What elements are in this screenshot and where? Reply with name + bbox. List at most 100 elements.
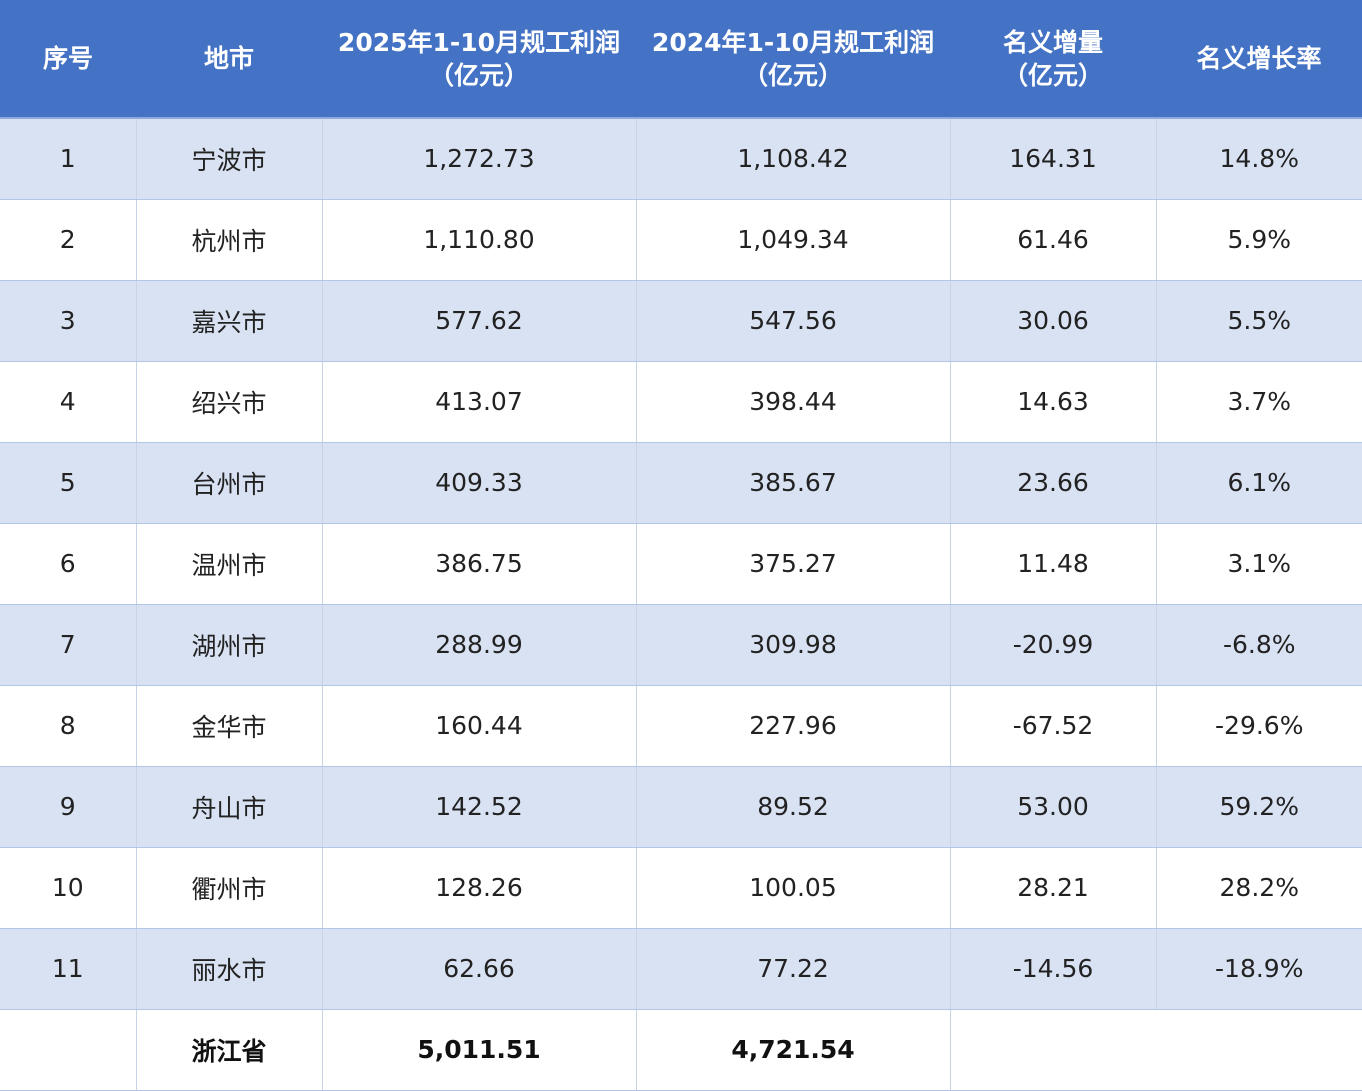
total-row: 浙江省 5,011.51 4,721.54 — [0, 1009, 1362, 1091]
table-row: 2 杭州市 1,110.80 1,049.34 61.46 5.9% — [0, 199, 1362, 281]
header-unit: （亿元） — [742, 60, 843, 90]
cell-city: 金华市 — [135, 685, 322, 767]
cell-profit-2025: 288.99 — [321, 604, 636, 686]
cell-profit-2024: 77.22 — [635, 928, 950, 1010]
cell-nominal-growth-rate: -18.9% — [1155, 928, 1362, 1010]
cell-city: 丽水市 — [135, 928, 322, 1010]
cell-nominal-growth-rate: 14.8% — [1155, 118, 1362, 200]
header-index: 序号 — [0, 0, 136, 119]
cell-index: 2 — [0, 199, 136, 281]
cell-index: 7 — [0, 604, 136, 686]
header-unit: （亿元） — [428, 60, 529, 90]
cell-profit-2024: 547.56 — [635, 280, 950, 362]
cell-nominal-increase: -14.56 — [949, 928, 1156, 1010]
cell-nominal-increase: 53.00 — [949, 766, 1156, 848]
cell-city: 舟山市 — [135, 766, 322, 848]
cell-nominal-increase: -20.99 — [949, 604, 1156, 686]
cell-profit-2024: 309.98 — [635, 604, 950, 686]
total-cell-profit-2024: 4,721.54 — [635, 1009, 950, 1091]
total-cell-nominal-increase — [949, 1009, 1156, 1091]
cell-profit-2024: 1,049.34 — [635, 199, 950, 281]
cell-profit-2024: 1,108.42 — [635, 118, 950, 200]
cell-profit-2025: 386.75 — [321, 523, 636, 605]
cell-city: 衢州市 — [135, 847, 322, 929]
header-city: 地市 — [136, 0, 322, 119]
header-label: 序号 — [42, 44, 93, 73]
total-cell-nominal-growth-rate — [1156, 1009, 1362, 1091]
header-row: 序号 地市 2025年1-10月规工利润 （亿元） 2024年1-10月规工利润 （亿元）… — [0, 0, 1362, 119]
cell-nominal-growth-rate: 5.9% — [1155, 199, 1362, 281]
header-profit-2025: 2025年1-10月规工利润 （亿元） — [322, 0, 636, 119]
cell-nominal-growth-rate: -6.8% — [1155, 604, 1362, 686]
header-label: 2024年1-10月规工利润 — [651, 27, 935, 57]
cell-index: 10 — [0, 847, 136, 929]
table-row: 4 绍兴市 413.07 398.44 14.63 3.7% — [0, 361, 1362, 443]
header-label: 2025年1-10月规工利润 — [337, 27, 621, 57]
table-row: 7 湖州市 288.99 309.98 -20.99 -6.8% — [0, 604, 1362, 686]
total-cell-index — [0, 1009, 136, 1091]
cell-nominal-increase: 30.06 — [949, 280, 1156, 362]
cell-nominal-increase: 28.21 — [949, 847, 1156, 929]
cell-city: 宁波市 — [135, 118, 322, 200]
header-unit: （亿元） — [1002, 60, 1103, 90]
cell-nominal-growth-rate: 3.7% — [1155, 361, 1362, 443]
table-body: 1 宁波市 1,272.73 1,108.42 164.31 14.8% 2 杭州市 1,110… — [0, 118, 1362, 1091]
cell-profit-2025: 62.66 — [321, 928, 636, 1010]
cell-index: 11 — [0, 928, 136, 1010]
cell-profit-2025: 128.26 — [321, 847, 636, 929]
cell-profit-2024: 375.27 — [635, 523, 950, 605]
cell-index: 9 — [0, 766, 136, 848]
cell-nominal-increase: -67.52 — [949, 685, 1156, 767]
cell-nominal-increase: 23.66 — [949, 442, 1156, 524]
cell-profit-2024: 227.96 — [635, 685, 950, 767]
cell-index: 6 — [0, 523, 136, 605]
table-row: 1 宁波市 1,272.73 1,108.42 164.31 14.8% — [0, 118, 1362, 200]
header-label: 地市 — [203, 44, 254, 73]
cell-nominal-increase: 11.48 — [949, 523, 1156, 605]
header-profit-2024: 2024年1-10月规工利润 （亿元） — [636, 0, 950, 119]
table-row: 9 舟山市 142.52 89.52 53.00 59.2% — [0, 766, 1362, 848]
table-row: 10 衢州市 128.26 100.05 28.21 28.2% — [0, 847, 1362, 929]
cell-nominal-growth-rate: 5.5% — [1155, 280, 1362, 362]
cell-nominal-growth-rate: -29.6% — [1155, 685, 1362, 767]
table-row: 5 台州市 409.33 385.67 23.66 6.1% — [0, 442, 1362, 524]
header-nominal-growth-rate: 名义增长率 — [1156, 0, 1362, 119]
total-cell-profit-2025: 5,011.51 — [321, 1009, 636, 1091]
cell-profit-2025: 142.52 — [321, 766, 636, 848]
cell-city: 杭州市 — [135, 199, 322, 281]
cell-profit-2024: 89.52 — [635, 766, 950, 848]
cell-nominal-increase: 14.63 — [949, 361, 1156, 443]
cell-index: 5 — [0, 442, 136, 524]
cell-profit-2024: 398.44 — [635, 361, 950, 443]
cell-profit-2025: 1,272.73 — [321, 118, 636, 200]
cell-city: 绍兴市 — [135, 361, 322, 443]
cell-profit-2025: 160.44 — [321, 685, 636, 767]
cell-profit-2025: 413.07 — [321, 361, 636, 443]
cell-index: 8 — [0, 685, 136, 767]
table-row: 11 丽水市 62.66 77.22 -14.56 -18.9% — [0, 928, 1362, 1010]
cell-city: 湖州市 — [135, 604, 322, 686]
header-nominal-increase: 名义增量 （亿元） — [950, 0, 1156, 119]
cell-nominal-growth-rate: 28.2% — [1155, 847, 1362, 929]
cell-profit-2024: 100.05 — [635, 847, 950, 929]
cell-profit-2025: 577.62 — [321, 280, 636, 362]
cell-nominal-growth-rate: 3.1% — [1155, 523, 1362, 605]
table-row: 8 金华市 160.44 227.96 -67.52 -29.6% — [0, 685, 1362, 767]
cell-city: 台州市 — [135, 442, 322, 524]
header-label: 名义增长率 — [1196, 44, 1322, 73]
cell-nominal-increase: 164.31 — [949, 118, 1156, 200]
cell-profit-2024: 385.67 — [635, 442, 950, 524]
cell-profit-2025: 409.33 — [321, 442, 636, 524]
cell-index: 1 — [0, 118, 136, 200]
table-row: 3 嘉兴市 577.62 547.56 30.06 5.5% — [0, 280, 1362, 362]
table-row: 6 温州市 386.75 375.27 11.48 3.1% — [0, 523, 1362, 605]
cell-index: 3 — [0, 280, 136, 362]
cell-city: 温州市 — [135, 523, 322, 605]
cell-city: 嘉兴市 — [135, 280, 322, 362]
cell-profit-2025: 1,110.80 — [321, 199, 636, 281]
cell-nominal-growth-rate: 6.1% — [1155, 442, 1362, 524]
table-header: 序号 地市 2025年1-10月规工利润 （亿元） 2024年1-10月规工利润 （亿元）… — [0, 0, 1362, 119]
header-label: 名义增量 — [1002, 27, 1103, 57]
cell-nominal-growth-rate: 59.2% — [1155, 766, 1362, 848]
